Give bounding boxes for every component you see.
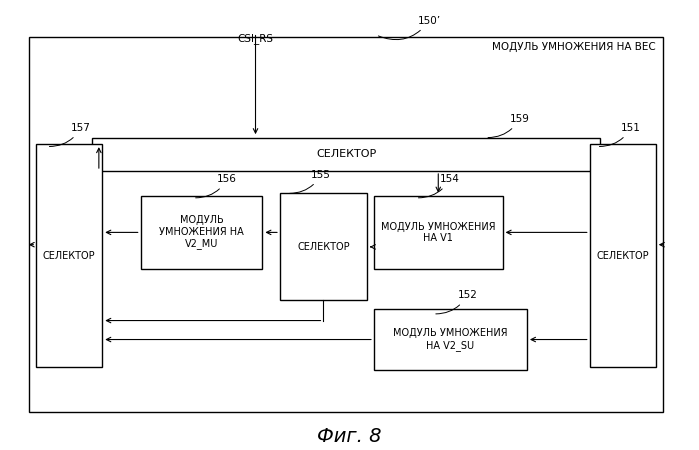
Text: МОДУЛЬ УМНОЖЕНИЯ
НА V2_SU: МОДУЛЬ УМНОЖЕНИЯ НА V2_SU [394, 328, 507, 351]
Text: МОДУЛЬ УМНОЖЕНИЯ НА ВЕС: МОДУЛЬ УМНОЖЕНИЯ НА ВЕС [492, 41, 656, 52]
Text: 155: 155 [289, 170, 331, 194]
Bar [374, 310, 527, 369]
Text: СЕЛЕКТОР: СЕЛЕКТОР [297, 242, 350, 252]
Text: 154: 154 [419, 174, 460, 198]
Text: CSI_RS: CSI_RS [238, 33, 273, 44]
Text: 159: 159 [488, 114, 530, 138]
Bar [280, 194, 367, 301]
Bar [140, 196, 262, 269]
Text: СЕЛЕКТОР: СЕЛЕКТОР [43, 251, 96, 261]
Text: Фиг. 8: Фиг. 8 [317, 427, 382, 446]
Text: МОДУЛЬ
УМНОЖЕНИЯ НА
V2_MU: МОДУЛЬ УМНОЖЕНИЯ НА V2_MU [159, 215, 244, 249]
Text: 151: 151 [600, 123, 641, 147]
Text: 150’: 150’ [378, 16, 440, 40]
Bar [92, 138, 600, 171]
Text: 157: 157 [50, 123, 91, 147]
Bar [36, 144, 102, 367]
Bar [374, 196, 503, 269]
Text: МОДУЛЬ УМНОЖЕНИЯ
НА V1: МОДУЛЬ УМНОЖЕНИЯ НА V1 [381, 221, 496, 243]
Bar [29, 37, 663, 412]
Text: СЕЛЕКТОР: СЕЛЕКТОР [596, 251, 649, 261]
Bar [590, 144, 656, 367]
Text: 156: 156 [196, 174, 237, 198]
Text: СЕЛЕКТОР: СЕЛЕКТОР [316, 149, 376, 159]
Text: 152: 152 [435, 290, 477, 314]
